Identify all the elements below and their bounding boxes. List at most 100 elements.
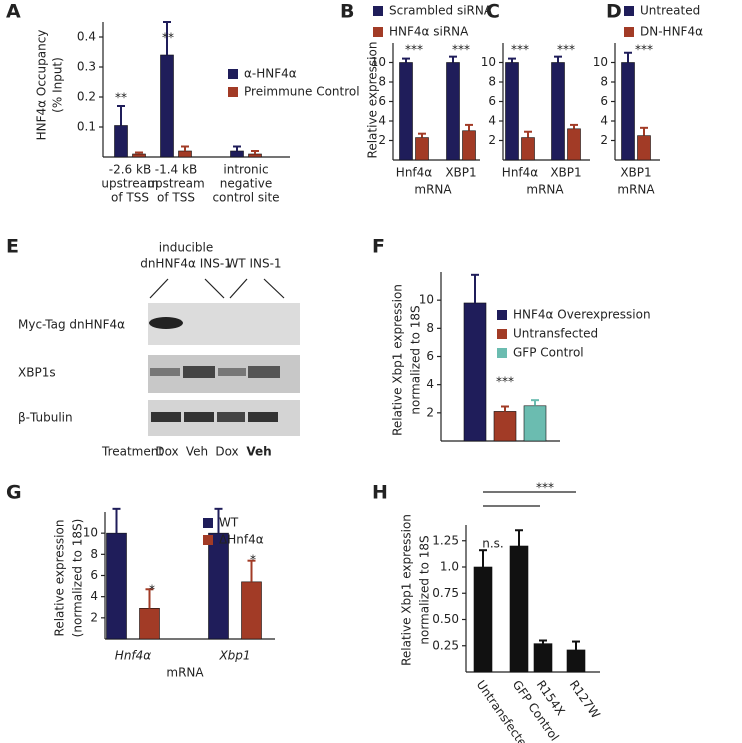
- band: [149, 317, 183, 329]
- y-axis-label: (% Input): [51, 57, 65, 113]
- error-bar: [471, 273, 479, 303]
- bar: [551, 62, 565, 161]
- legend-swatch: [228, 87, 238, 97]
- y-tick-label: 2: [600, 133, 608, 147]
- y-axis-label: (normalized to 18S): [71, 519, 85, 638]
- y-tick-label: 0.3: [77, 60, 96, 74]
- y-axis-label: HNF4α Occupancy: [35, 30, 49, 141]
- y-tick-label: 0.4: [77, 30, 96, 44]
- x-tick-label: XBP1: [550, 166, 581, 180]
- x-axis-label: mRNA: [617, 183, 655, 197]
- band: [184, 412, 214, 422]
- y-tick-label: 10: [83, 526, 98, 540]
- band: [217, 412, 245, 422]
- y-axis-label: Relative expression: [53, 520, 67, 637]
- y-tick-label: 1.25: [432, 533, 459, 547]
- x-tick-label: of TSS: [157, 191, 195, 205]
- y-tick-label: 6: [426, 349, 434, 363]
- bar: [567, 128, 581, 161]
- bar: [208, 532, 229, 640]
- x-tick-label: upstream: [147, 177, 204, 191]
- legend-label: GFP Control: [513, 346, 584, 360]
- row-label: β-Tubulin: [18, 411, 73, 425]
- legend-swatch: [497, 348, 507, 358]
- band: [150, 368, 180, 376]
- panel-letter: D: [606, 1, 622, 23]
- legend-swatch: [203, 535, 213, 545]
- bracket: [204, 278, 225, 299]
- y-tick-label: 4: [90, 589, 98, 603]
- error-bar: [402, 57, 410, 63]
- y-tick-label: 6: [488, 94, 496, 108]
- legend-label: HNF4α Overexpression: [513, 308, 651, 322]
- error-bar: [531, 399, 539, 406]
- x-tick-label: of TSS: [111, 191, 149, 205]
- y-tick-label: 4: [488, 114, 496, 128]
- annotation: ***: [511, 43, 529, 57]
- x-tick-label: -2.6 kB: [109, 163, 151, 177]
- error-bar: [624, 51, 632, 63]
- legend-label: HNF4α siRNA: [389, 25, 469, 39]
- error-bar: [570, 123, 578, 129]
- legend-label: Untreated: [640, 4, 700, 18]
- x-tick-label: Hnf4α: [115, 649, 151, 663]
- panel-letter: B: [340, 1, 354, 23]
- panel-letter: C: [486, 1, 500, 23]
- bar: [178, 150, 192, 158]
- y-tick-label: 10: [593, 55, 608, 69]
- x-tick-label: R127W: [567, 678, 603, 721]
- x-tick-label: XBP1: [445, 166, 476, 180]
- legend-label: Preimmune Control: [244, 85, 360, 99]
- y-tick-label: 8: [600, 75, 608, 89]
- x-tick-label: Hnf4α: [396, 166, 432, 180]
- y-tick-label: 10: [481, 55, 496, 69]
- legend-swatch: [497, 329, 507, 339]
- panel-e: E inducible dnHNF4α INS-1 WT INS-1 Myc-T…: [6, 236, 300, 459]
- band: [218, 368, 246, 376]
- panel-letter: G: [6, 482, 22, 504]
- panel-letter: F: [372, 236, 385, 258]
- annotation: ***: [536, 481, 554, 495]
- error-bar: [418, 132, 426, 138]
- lane-label: Dox: [215, 445, 238, 459]
- legend-swatch: [373, 27, 383, 37]
- group-label: dnHNF4α INS-1: [140, 257, 232, 271]
- x-tick-label: negative: [220, 177, 272, 191]
- y-tick-label: 1.0: [440, 560, 459, 574]
- bar: [621, 62, 635, 161]
- annotation: ***: [405, 43, 423, 57]
- x-tick-label: XBP1: [620, 166, 651, 180]
- y-tick-label: 0.75: [432, 586, 459, 600]
- error-bar: [163, 21, 171, 55]
- error-bar: [539, 639, 547, 644]
- error-bar: [112, 507, 121, 534]
- y-axis-label: normalized to 18S: [409, 305, 423, 414]
- bracket: [229, 278, 248, 299]
- y-tick-label: 0.1: [77, 120, 96, 134]
- y-axis-label: Relative expression: [366, 42, 380, 159]
- error-bar: [117, 105, 125, 126]
- lane-label: Dox: [155, 445, 178, 459]
- y-tick-label: 8: [426, 321, 434, 335]
- y-tick-label: 8: [90, 547, 98, 561]
- bar: [160, 54, 174, 158]
- y-tick-label: 6: [600, 94, 608, 108]
- y-tick-label: 4: [600, 114, 608, 128]
- y-tick-label: 10: [419, 293, 434, 307]
- annotation: ***: [452, 43, 470, 57]
- bracket: [149, 278, 169, 299]
- y-tick-label: 2: [488, 133, 496, 147]
- bar: [399, 62, 413, 161]
- bar: [637, 135, 651, 161]
- panel-letter: A: [6, 1, 21, 23]
- bar: [230, 150, 244, 158]
- band: [183, 366, 215, 378]
- annotation: *: [250, 553, 256, 567]
- band: [248, 412, 278, 422]
- bar: [241, 581, 262, 640]
- bracket: [263, 278, 285, 299]
- bar: [132, 153, 146, 158]
- legend-swatch: [497, 310, 507, 320]
- error-bar: [524, 130, 532, 138]
- panel-letter: E: [6, 236, 19, 258]
